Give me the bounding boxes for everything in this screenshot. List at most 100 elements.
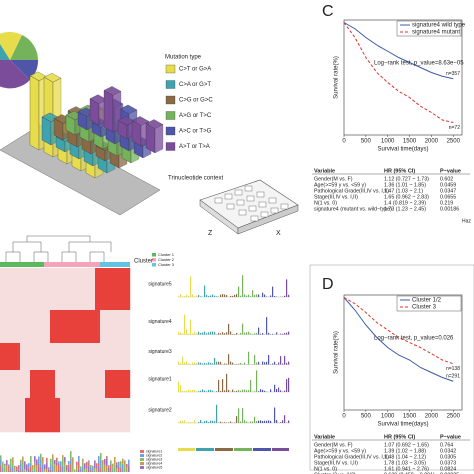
heat-cell xyxy=(35,310,41,344)
stack-bar xyxy=(72,457,74,466)
stack-bar xyxy=(32,470,34,472)
spectrum-bar xyxy=(188,333,190,335)
bar-side xyxy=(154,124,164,154)
panel-label: D xyxy=(322,276,334,293)
stack-bar xyxy=(42,464,44,472)
context-strip xyxy=(215,448,233,451)
heat-cell xyxy=(115,370,121,399)
plate-well xyxy=(260,211,269,218)
spectrum-bar xyxy=(196,362,198,365)
stack-bar xyxy=(98,456,100,465)
panel-frame xyxy=(309,264,474,471)
stack-bar xyxy=(38,456,40,464)
spectrum-bar xyxy=(226,373,228,392)
spectrum-bar xyxy=(186,422,188,423)
spectrum-bar xyxy=(242,275,244,297)
spectrum-bar xyxy=(208,362,210,365)
heat-cell xyxy=(100,310,106,344)
heat-cell xyxy=(40,398,46,433)
stack-bar xyxy=(32,465,34,470)
spectrum-bar xyxy=(246,421,248,423)
stack-bar xyxy=(16,469,18,472)
spectrum-bar xyxy=(244,362,246,365)
stack-bar xyxy=(112,463,114,468)
heat-cell xyxy=(65,370,71,399)
heat-cell xyxy=(75,398,81,433)
spectrum-bar xyxy=(186,361,188,365)
spectrum-bar xyxy=(228,323,230,335)
spectrum-bar xyxy=(202,363,204,365)
stack-bar xyxy=(88,462,90,467)
spectrum-bar xyxy=(194,331,196,335)
heat-cell xyxy=(120,343,126,371)
spectrum-bar xyxy=(222,332,224,335)
spectrum-bar xyxy=(288,420,290,423)
spectrum-bar xyxy=(238,389,240,392)
heat-cell xyxy=(15,398,21,433)
spectrum-bar xyxy=(194,420,196,423)
legend-label: Cluster 3 xyxy=(158,262,175,267)
stack-bar xyxy=(72,465,74,472)
stack-bar xyxy=(58,470,60,472)
spectrum-bar xyxy=(250,296,252,297)
spectrum-bar xyxy=(244,389,246,392)
table-cell: 1.47 (1.03 ~ 2.1) xyxy=(384,188,423,194)
spectrum-bar xyxy=(230,421,232,423)
table-cell: N(1 vs. 0) xyxy=(314,466,337,472)
stack-bar xyxy=(28,468,30,472)
stack-bar xyxy=(122,464,124,472)
spectrum-bar xyxy=(262,292,264,297)
bar-face xyxy=(145,123,156,154)
spectrum-bar xyxy=(258,327,260,335)
stack-bar xyxy=(116,464,118,469)
heat-cell xyxy=(60,370,66,399)
spectrum-bar xyxy=(260,420,262,423)
table-cell: Cluster (3 vs. 1/2) xyxy=(314,472,356,474)
spectrum-bar xyxy=(210,389,212,392)
stack-bar xyxy=(12,463,14,468)
spectrum-bar xyxy=(214,421,216,423)
stack-bar xyxy=(106,466,108,472)
spectrum-bar xyxy=(184,296,186,297)
stack-bar xyxy=(36,465,38,472)
legend-label: signature1 xyxy=(146,449,162,453)
spectrum-bar xyxy=(248,331,250,335)
heat-cell xyxy=(60,310,66,344)
stack-bar xyxy=(126,463,128,467)
annotation: Log−rank test, p_value=0.026 xyxy=(374,336,454,342)
stack-bar xyxy=(62,458,64,466)
spectrum-bar xyxy=(238,286,240,297)
spectrum-bar xyxy=(200,333,202,335)
heat-cell xyxy=(95,370,101,399)
spectrum-bar xyxy=(198,391,200,392)
legend-label: signature2 xyxy=(146,453,162,457)
heat-cell xyxy=(55,268,61,311)
spectrum-bar xyxy=(184,391,186,392)
spectrum-bar xyxy=(210,420,212,423)
stack-bar xyxy=(66,466,68,470)
spectrum-bar xyxy=(256,421,258,423)
heat-cell xyxy=(35,398,41,433)
spectrum-bar xyxy=(226,363,228,365)
stack-bar xyxy=(104,464,106,472)
bar-top xyxy=(119,104,138,115)
survival-curve xyxy=(343,22,454,80)
trinucleotide-plate xyxy=(199,179,299,235)
stack-bar xyxy=(102,465,104,472)
spectrum-bar xyxy=(270,420,272,423)
stack-bar xyxy=(26,464,28,465)
stack-bar xyxy=(0,459,2,466)
heat-cell xyxy=(10,343,16,371)
stack-bar xyxy=(94,468,96,471)
spectrum-bar xyxy=(228,389,230,392)
stack-bar xyxy=(30,463,32,467)
heat-cell xyxy=(50,310,56,344)
stack-bar xyxy=(34,462,36,469)
spectrum-bar xyxy=(230,295,232,297)
spectrum-bar xyxy=(184,420,186,423)
stack-bar xyxy=(80,468,82,472)
heat-cell xyxy=(65,268,71,311)
dendrogram xyxy=(89,251,105,262)
table-cell: 0.0373 xyxy=(440,460,456,466)
spectrum-bar xyxy=(200,420,202,423)
